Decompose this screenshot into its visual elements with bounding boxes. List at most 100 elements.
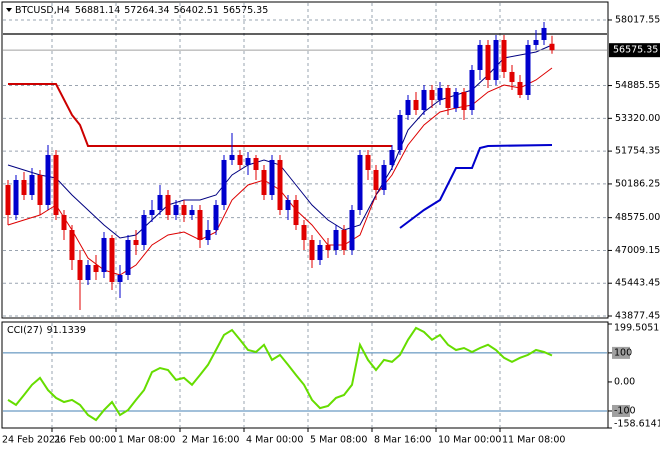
low-value: 56402.51 [174,5,219,16]
cci-title: CCI(27) [7,325,43,336]
candle-body [437,87,443,100]
symbol: BTCUSD,H4 [15,5,70,16]
y-tick-label: -100 [614,405,636,416]
y-tick-label: -158.6141 [614,419,660,430]
overlay-line [8,83,392,147]
candle-body [141,215,147,246]
x-tick-label: 5 Mar 08:00 [310,435,367,446]
x-tick-label: 11 Mar 08:00 [502,435,565,446]
level-tag [612,346,630,359]
candle-body [325,245,331,251]
y-tick-label: 100 [614,347,632,358]
candle-body [477,44,483,70]
candle-body [85,264,91,281]
candle-body [421,89,427,110]
candle-body [101,237,107,273]
y-tick-label: 53320.00 [615,113,660,124]
candle-body [269,159,275,195]
candle-body [381,164,387,190]
candle-body [485,44,491,80]
candle-body [13,179,19,216]
candle-body [429,89,435,100]
candle-body [533,39,539,45]
level-tag [612,404,630,417]
candle-body [309,239,315,261]
candle-body [525,44,531,95]
candle-body [357,154,363,210]
candle-body [117,275,123,282]
candle-body [109,237,115,282]
candle-body [517,81,523,95]
high-value: 57264.34 [124,5,169,16]
candle-body [165,194,171,216]
y-tick-label: 50186.25 [615,178,660,189]
y-tick-label: 199.5051 [614,323,659,334]
x-tick-label: 10 Mar 00:00 [438,435,501,446]
candle-body [549,43,555,51]
x-tick-label: 24 Feb 2021 [2,435,61,446]
candle-body [333,229,339,251]
candle-body [181,204,187,216]
candle-body [69,229,75,261]
candle-body [373,169,379,190]
y-tick-label: 0.00 [614,376,635,387]
y-tick-label: 51754.35 [615,146,660,157]
candle-body [173,204,179,216]
candle-body [157,194,163,210]
candle-body [205,229,211,240]
candle-body [21,179,27,195]
candle-body [397,114,403,150]
open-value: 56881.14 [75,5,120,16]
candle-body [341,229,347,251]
cci-panel [1,321,609,429]
cci-value: 91.1339 [47,325,86,336]
candle-body [61,215,67,230]
candle-body [93,264,99,273]
candle-body [453,91,459,108]
x-tick-label: 26 Feb 00:00 [54,435,116,446]
candle-body [285,199,291,210]
candle-body [405,99,411,115]
candle-body [237,154,243,165]
candle-body [37,174,43,205]
y-tick-label: 45443.45 [615,278,660,289]
candle-body [125,239,131,276]
x-tick-label: 8 Mar 16:00 [374,435,431,446]
candle-body [77,260,83,281]
candle-body [365,154,371,170]
y-tick-label: 47009.15 [615,245,660,256]
candle-body [493,39,499,80]
y-tick-label: 43877.45 [615,311,660,322]
candle-body [389,149,395,165]
candle-body [349,209,355,251]
x-tick-label: 2 Mar 16:00 [182,435,239,446]
candle-body [149,209,155,216]
chart-header: BTCUSD,H4 56881.14 57264.34 56402.51 56575.3… [15,5,268,16]
candle-body [293,199,299,226]
candle-body [277,159,283,210]
y-tick-label: 48575.00 [615,212,660,223]
candle-body [197,209,203,240]
candle-body [221,159,227,205]
candle-body [229,154,235,160]
price-tag [609,43,660,58]
candle-body [501,39,507,72]
candle-body [261,169,267,195]
candle-body [213,204,219,230]
cci-line [7,326,553,422]
cci-header: CCI(27) 91.1339 [7,325,86,336]
overlay-line [399,144,553,229]
close-value: 56575.35 [223,5,268,16]
x-tick-label: 4 Mar 00:00 [246,435,303,446]
menu-icon[interactable] [6,8,12,12]
candle-body [469,69,475,110]
price-panel [1,1,609,319]
candle-body [53,154,59,216]
candle-body [133,239,139,246]
price-tag-label: 56575.35 [613,45,658,56]
candle-body [45,154,51,205]
y-tick-label: 58017.55 [615,14,660,25]
candle-body [5,185,11,216]
candle-body [461,91,467,110]
candle-body [245,157,251,165]
